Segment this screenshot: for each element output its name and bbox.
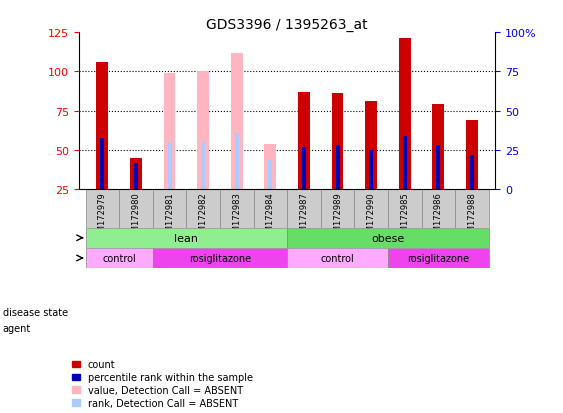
Text: GSM172980: GSM172980 bbox=[131, 192, 140, 242]
Bar bbox=[197, 72, 209, 190]
Text: GSM172984: GSM172984 bbox=[266, 192, 275, 242]
Bar bbox=[369, 151, 373, 190]
Bar bbox=[403, 137, 406, 190]
Bar bbox=[119, 190, 153, 228]
Bar bbox=[86, 248, 153, 268]
Text: GSM172990: GSM172990 bbox=[367, 192, 376, 242]
Bar bbox=[86, 228, 287, 248]
Bar bbox=[287, 190, 321, 228]
Bar bbox=[86, 190, 119, 228]
Bar bbox=[436, 146, 440, 190]
Text: agent: agent bbox=[3, 323, 31, 333]
Bar bbox=[399, 39, 410, 190]
Bar bbox=[388, 248, 489, 268]
Bar bbox=[220, 190, 253, 228]
Text: GSM172986: GSM172986 bbox=[434, 192, 443, 243]
Bar bbox=[298, 93, 310, 190]
Title: GDS3396 / 1395263_at: GDS3396 / 1395263_at bbox=[206, 18, 368, 32]
Text: rosiglitazone: rosiglitazone bbox=[189, 253, 251, 263]
Bar bbox=[164, 74, 176, 190]
Bar bbox=[432, 105, 444, 190]
Bar bbox=[287, 228, 489, 248]
Text: lean: lean bbox=[175, 233, 198, 243]
Bar bbox=[388, 190, 422, 228]
Bar bbox=[287, 248, 388, 268]
Bar bbox=[365, 102, 377, 190]
Text: GSM172988: GSM172988 bbox=[467, 192, 476, 243]
Bar bbox=[422, 190, 455, 228]
Bar bbox=[134, 163, 138, 190]
Bar bbox=[153, 190, 186, 228]
Text: GSM172983: GSM172983 bbox=[232, 192, 241, 243]
Bar bbox=[455, 190, 489, 228]
Text: GSM172987: GSM172987 bbox=[300, 192, 309, 243]
Bar bbox=[336, 146, 339, 190]
Text: obese: obese bbox=[372, 233, 405, 243]
Bar bbox=[100, 138, 104, 190]
Bar bbox=[96, 63, 108, 190]
Bar bbox=[466, 121, 478, 190]
Bar bbox=[253, 190, 287, 228]
Text: disease state: disease state bbox=[3, 307, 68, 317]
Legend: count, percentile rank within the sample, value, Detection Call = ABSENT, rank, : count, percentile rank within the sample… bbox=[73, 360, 253, 408]
Bar bbox=[354, 190, 388, 228]
Text: control: control bbox=[102, 253, 136, 263]
Bar bbox=[168, 143, 172, 190]
Text: control: control bbox=[321, 253, 354, 263]
Bar bbox=[269, 160, 272, 190]
Bar bbox=[130, 159, 142, 190]
Bar bbox=[265, 145, 276, 190]
Bar bbox=[235, 135, 239, 190]
Bar bbox=[302, 147, 306, 190]
Bar bbox=[332, 94, 343, 190]
Bar bbox=[470, 155, 474, 190]
Bar bbox=[321, 190, 354, 228]
Text: GSM172985: GSM172985 bbox=[400, 192, 409, 242]
Bar bbox=[201, 143, 205, 190]
Bar bbox=[231, 53, 243, 190]
Text: GSM172982: GSM172982 bbox=[199, 192, 208, 242]
Bar bbox=[186, 190, 220, 228]
Text: GSM172981: GSM172981 bbox=[165, 192, 174, 242]
Text: GSM172979: GSM172979 bbox=[98, 192, 107, 242]
Text: rosiglitazone: rosiglitazone bbox=[407, 253, 470, 263]
Bar bbox=[153, 248, 287, 268]
Text: GSM172989: GSM172989 bbox=[333, 192, 342, 242]
